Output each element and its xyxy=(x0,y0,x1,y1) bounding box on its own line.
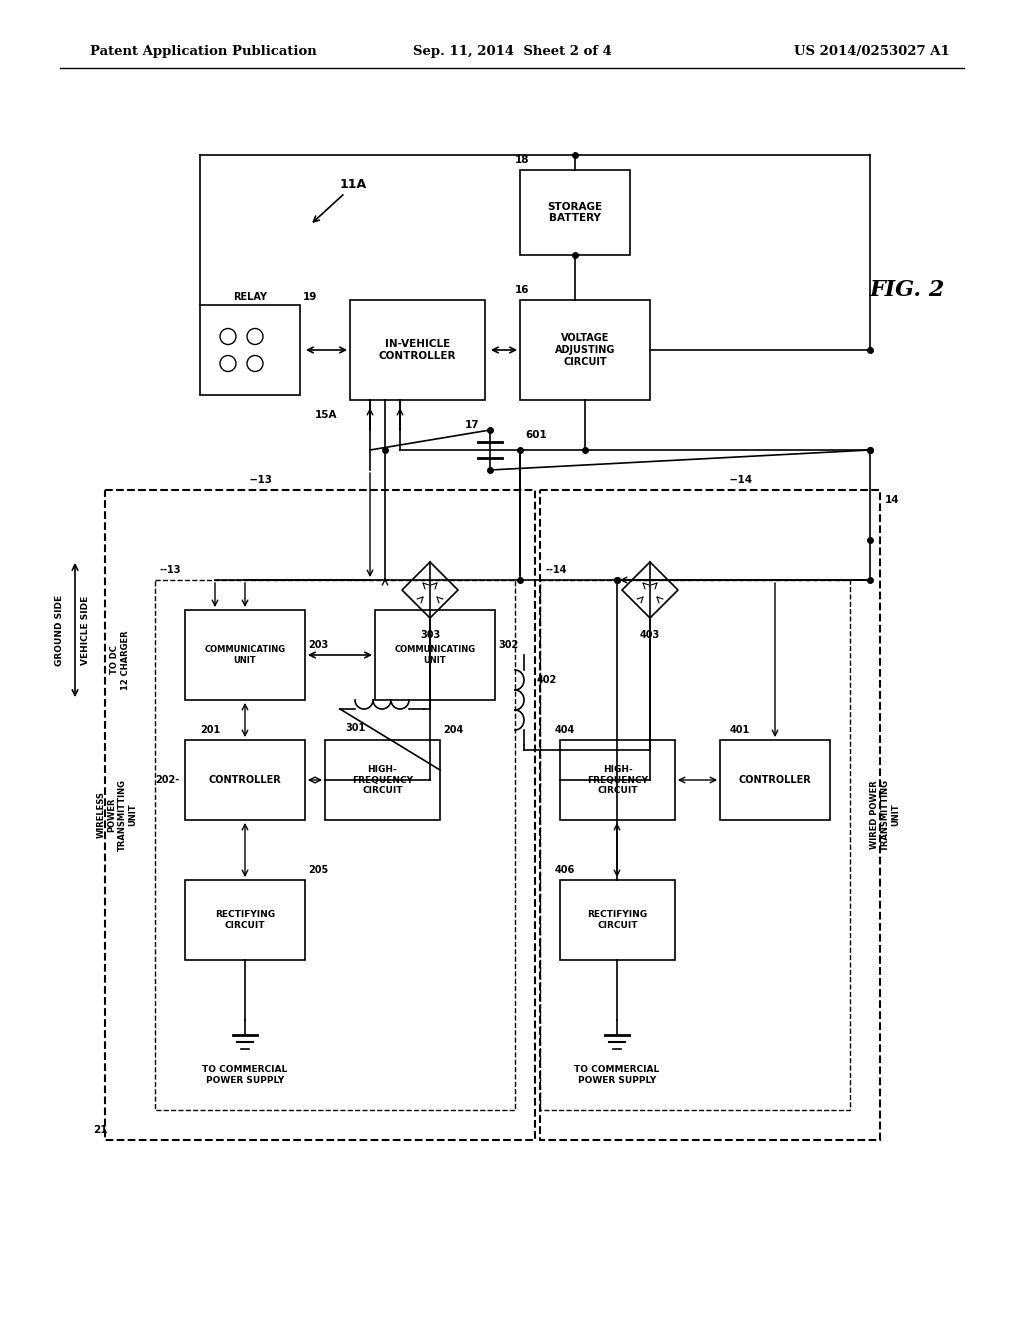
Text: 16: 16 xyxy=(515,285,529,294)
Text: --14: --14 xyxy=(730,475,753,484)
Bar xyxy=(540,579,850,1110)
Text: WIRELESS
POWER
TRANSMITTING
UNIT: WIRELESS POWER TRANSMITTING UNIT xyxy=(97,779,137,851)
Text: --13: --13 xyxy=(160,565,181,576)
Bar xyxy=(520,170,630,255)
Text: 11A: 11A xyxy=(340,178,368,191)
Text: 401: 401 xyxy=(730,725,751,735)
Text: HIGH-
FREQUENCY
CIRCUIT: HIGH- FREQUENCY CIRCUIT xyxy=(587,766,648,795)
Text: CONTROLLER: CONTROLLER xyxy=(738,775,811,785)
Bar xyxy=(540,490,880,1140)
Bar xyxy=(105,490,535,1140)
Text: 202-: 202- xyxy=(155,775,179,785)
Text: --14: --14 xyxy=(545,565,566,576)
Text: VEHICLE SIDE: VEHICLE SIDE xyxy=(81,595,89,665)
Text: 18: 18 xyxy=(515,154,529,165)
Text: 302: 302 xyxy=(498,640,518,649)
Bar xyxy=(200,305,300,395)
Bar xyxy=(520,300,650,400)
Text: COMMUNICATING
UNIT: COMMUNICATING UNIT xyxy=(394,645,475,665)
Text: 406: 406 xyxy=(555,865,575,875)
Bar xyxy=(720,741,830,820)
Text: 203: 203 xyxy=(308,640,329,649)
Bar xyxy=(155,579,515,1110)
Text: 15A: 15A xyxy=(315,411,338,420)
Bar xyxy=(185,880,305,960)
Text: VOLTAGE
ADJUSTING
CIRCUIT: VOLTAGE ADJUSTING CIRCUIT xyxy=(555,334,615,367)
Text: WIRED POWER
TRANSMITTING
UNIT: WIRED POWER TRANSMITTING UNIT xyxy=(870,779,900,851)
Text: CONTROLLER: CONTROLLER xyxy=(209,775,282,785)
Text: 21: 21 xyxy=(93,1125,108,1135)
Text: --13: --13 xyxy=(250,475,273,484)
Text: 204: 204 xyxy=(443,725,463,735)
Text: 19: 19 xyxy=(303,292,317,302)
Bar xyxy=(185,741,305,820)
Text: COMMUNICATING
UNIT: COMMUNICATING UNIT xyxy=(205,645,286,665)
Text: 14: 14 xyxy=(885,495,900,506)
Text: STORAGE
BATTERY: STORAGE BATTERY xyxy=(548,202,602,223)
Text: 17: 17 xyxy=(465,420,479,430)
Text: Patent Application Publication: Patent Application Publication xyxy=(90,45,316,58)
Bar xyxy=(350,300,485,400)
Text: 301: 301 xyxy=(345,723,366,733)
Text: RELAY: RELAY xyxy=(233,292,267,302)
Text: RECTIFYING
CIRCUIT: RECTIFYING CIRCUIT xyxy=(215,911,275,929)
Text: HIGH-
FREQUENCY
CIRCUIT: HIGH- FREQUENCY CIRCUIT xyxy=(352,766,413,795)
Text: 601: 601 xyxy=(525,430,547,440)
Text: TO DC
12 CHARGER: TO DC 12 CHARGER xyxy=(111,630,130,690)
Text: 404: 404 xyxy=(555,725,575,735)
Bar xyxy=(560,741,675,820)
Text: 402: 402 xyxy=(537,675,557,685)
Text: GROUND SIDE: GROUND SIDE xyxy=(55,594,65,665)
Bar xyxy=(325,741,440,820)
Text: Sep. 11, 2014  Sheet 2 of 4: Sep. 11, 2014 Sheet 2 of 4 xyxy=(413,45,611,58)
Text: US 2014/0253027 A1: US 2014/0253027 A1 xyxy=(795,45,950,58)
Text: IN-VEHICLE
CONTROLLER: IN-VEHICLE CONTROLLER xyxy=(379,339,457,360)
Text: TO COMMERCIAL
POWER SUPPLY: TO COMMERCIAL POWER SUPPLY xyxy=(203,1065,288,1085)
Text: 403: 403 xyxy=(640,630,660,640)
Bar xyxy=(375,610,495,700)
Text: FIG. 2: FIG. 2 xyxy=(870,279,945,301)
Bar xyxy=(560,880,675,960)
Bar xyxy=(185,610,305,700)
Text: TO COMMERCIAL
POWER SUPPLY: TO COMMERCIAL POWER SUPPLY xyxy=(574,1065,659,1085)
Text: 303: 303 xyxy=(420,630,440,640)
Text: 201: 201 xyxy=(200,725,220,735)
Text: RECTIFYING
CIRCUIT: RECTIFYING CIRCUIT xyxy=(588,911,647,929)
Text: 205: 205 xyxy=(308,865,329,875)
